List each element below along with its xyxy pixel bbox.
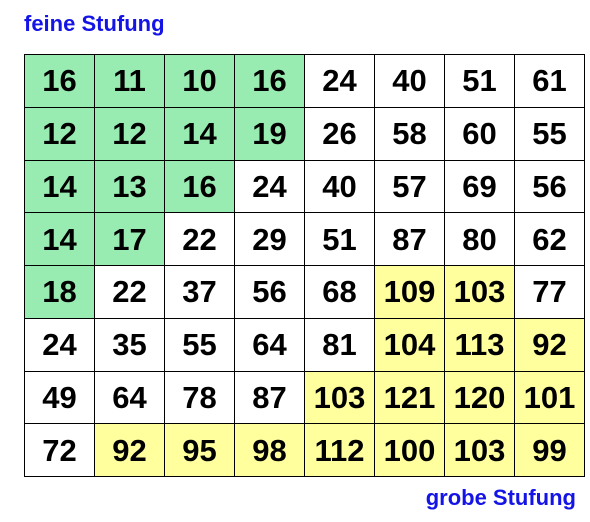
- matrix-cell: 16: [24, 54, 95, 108]
- matrix-cell: 55: [164, 317, 235, 372]
- matrix-cell: 98: [234, 423, 305, 477]
- matrix-cell: 87: [234, 370, 305, 425]
- matrix-cell: 13: [94, 159, 165, 214]
- matrix-cell: 112: [304, 423, 375, 477]
- matrix-cell: 40: [304, 159, 375, 214]
- matrix-row: 49 64 78 87 103 121 120 101: [24, 370, 585, 425]
- matrix-cell: 103: [444, 423, 515, 477]
- matrix-cell: 22: [164, 212, 235, 266]
- matrix-row: 14 13 16 24 40 57 69 56: [24, 159, 585, 214]
- matrix-cell: 35: [94, 317, 165, 372]
- matrix-cell: 92: [514, 317, 585, 372]
- matrix-cell: 51: [304, 212, 375, 266]
- matrix-cell: 11: [94, 54, 165, 108]
- matrix-cell: 120: [444, 370, 515, 425]
- matrix-cell: 69: [444, 159, 515, 214]
- matrix-cell: 72: [24, 423, 95, 477]
- matrix-cell: 19: [234, 106, 305, 161]
- matrix-cell: 40: [374, 54, 445, 108]
- matrix-cell: 26: [304, 106, 375, 161]
- matrix-cell: 100: [374, 423, 445, 477]
- matrix-cell: 103: [304, 370, 375, 425]
- matrix-cell: 101: [514, 370, 585, 425]
- matrix-cell: 16: [234, 54, 305, 108]
- matrix-cell: 12: [94, 106, 165, 161]
- matrix-cell: 103: [444, 265, 515, 319]
- matrix-cell: 80: [444, 212, 515, 266]
- matrix-cell: 56: [234, 265, 305, 319]
- matrix-cell: 68: [304, 265, 375, 319]
- matrix-cell: 87: [374, 212, 445, 266]
- matrix-cell: 62: [514, 212, 585, 266]
- matrix-cell: 14: [24, 159, 95, 214]
- matrix-cell: 99: [514, 423, 585, 477]
- matrix-cell: 56: [514, 159, 585, 214]
- matrix-cell: 51: [444, 54, 515, 108]
- matrix-cell: 22: [94, 265, 165, 319]
- matrix-cell: 57: [374, 159, 445, 214]
- matrix-cell: 10: [164, 54, 235, 108]
- matrix-cell: 64: [234, 317, 305, 372]
- matrix-cell: 104: [374, 317, 445, 372]
- matrix-cell: 60: [444, 106, 515, 161]
- matrix-row: 12 12 14 19 26 58 60 55: [24, 106, 585, 161]
- matrix-cell: 17: [94, 212, 165, 266]
- matrix-row: 24 35 55 64 81 104 113 92: [24, 317, 585, 372]
- matrix-cell: 14: [164, 106, 235, 161]
- matrix-cell: 113: [444, 317, 515, 372]
- matrix-cell: 16: [164, 159, 235, 214]
- value-matrix: 16 11 10 16 24 40 51 61 12 12 14 19 26 58 60 55 14 13 16 24…: [24, 54, 585, 477]
- matrix-cell: 109: [374, 265, 445, 319]
- fine-gradation-label: feine Stufung: [24, 11, 165, 36]
- matrix-cell: 49: [24, 370, 95, 425]
- matrix-cell: 55: [514, 106, 585, 161]
- matrix-row: 16 11 10 16 24 40 51 61: [24, 54, 585, 108]
- matrix-row: 72 92 95 98 112 100 103 99: [24, 423, 585, 477]
- matrix-cell: 24: [234, 159, 305, 214]
- matrix-cell: 37: [164, 265, 235, 319]
- matrix-cell: 24: [24, 317, 95, 372]
- matrix-body: 16 11 10 16 24 40 51 61 12 12 14 19 26 58 60 55 14 13 16 24…: [24, 54, 585, 477]
- matrix-cell: 92: [94, 423, 165, 477]
- matrix-cell: 64: [94, 370, 165, 425]
- matrix-cell: 61: [514, 54, 585, 108]
- matrix-row: 18 22 37 56 68 109 103 77: [24, 265, 585, 319]
- matrix-cell: 58: [374, 106, 445, 161]
- matrix-cell: 24: [304, 54, 375, 108]
- matrix-cell: 14: [24, 212, 95, 266]
- matrix-cell: 81: [304, 317, 375, 372]
- matrix-cell: 121: [374, 370, 445, 425]
- matrix-cell: 12: [24, 106, 95, 161]
- coarse-gradation-label: grobe Stufung: [425, 485, 576, 510]
- matrix-row: 14 17 22 29 51 87 80 62: [24, 212, 585, 266]
- matrix-cell: 95: [164, 423, 235, 477]
- matrix-cell: 78: [164, 370, 235, 425]
- matrix-cell: 18: [24, 265, 95, 319]
- matrix-cell: 29: [234, 212, 305, 266]
- matrix-cell: 77: [514, 265, 585, 319]
